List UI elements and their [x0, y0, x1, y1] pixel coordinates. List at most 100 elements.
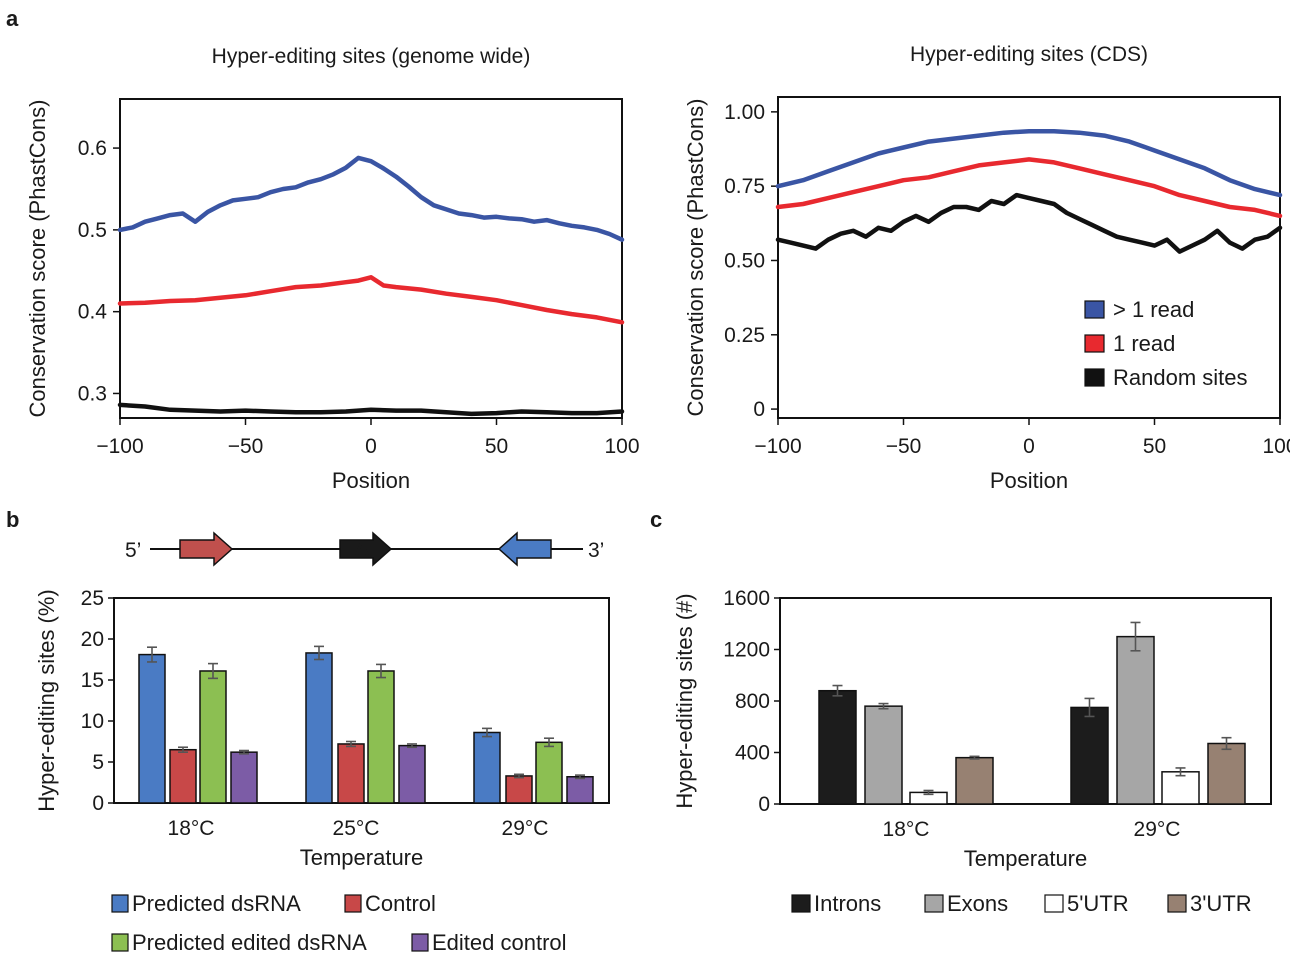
bar — [1207, 742, 1246, 805]
legend-label: Introns — [814, 891, 881, 916]
y-tick-label: 1600 — [723, 587, 770, 610]
y-axis-label: Conservation score (PhastCons) — [683, 99, 708, 417]
x-axis-label: Temperature — [300, 845, 424, 870]
x-tick-label: 50 — [1143, 435, 1166, 458]
plot-frame — [119, 98, 623, 419]
category-label: 29°C — [1134, 818, 1181, 841]
y-tick-label: 0.3 — [78, 382, 107, 405]
legend-label: 5'UTR — [1067, 891, 1129, 916]
legend-label: Edited control — [432, 930, 567, 953]
x-tick-label: 0 — [365, 435, 377, 458]
x-tick-label: 50 — [485, 435, 508, 458]
legend-label: Exons — [947, 891, 1008, 916]
y-tick-label: 400 — [735, 742, 770, 765]
legend-label: Control — [365, 891, 436, 916]
y-axis-label: Hyper-editing sites (%) — [34, 589, 59, 812]
bar — [367, 670, 395, 804]
legend-swatch — [111, 894, 129, 913]
x-tick-label: −50 — [886, 435, 922, 458]
bar — [1161, 771, 1200, 805]
bar — [337, 743, 365, 804]
panel-letter-b: b — [6, 507, 19, 532]
x-tick-label: −100 — [96, 435, 143, 458]
bar — [199, 670, 227, 804]
category-label: 25°C — [333, 817, 380, 840]
legend-swatch — [111, 933, 129, 952]
y-tick-label: 0.25 — [724, 324, 765, 347]
bar — [230, 751, 258, 804]
y-tick-label: 0 — [753, 398, 765, 421]
blue-arrow — [497, 531, 552, 567]
series-line-1-read — [775, 157, 1283, 219]
dsrna-schematic: 5’ 3’ A — [125, 531, 604, 567]
legend-label: 1 read — [1113, 331, 1175, 356]
bar — [864, 705, 903, 805]
legend-swatch — [791, 894, 811, 913]
legend-label: > 1 read — [1113, 297, 1194, 322]
black-arrow — [339, 531, 393, 567]
bar — [305, 652, 333, 804]
bar — [566, 776, 594, 804]
series-line-1 — [117, 275, 625, 325]
five-prime-label: 5’ — [125, 539, 141, 562]
x-tick-label: −50 — [228, 435, 264, 458]
y-tick-label: 15 — [81, 669, 104, 692]
legend-label: Random sites — [1113, 365, 1248, 390]
y-axis-label: Hyper-editing sites (#) — [672, 593, 697, 808]
bar — [505, 775, 533, 804]
chart-a-cds: Hyper-editing sites (CDS) −100 −50 0 50 100 0 0… — [683, 43, 1290, 493]
panel-letter-a: a — [6, 6, 19, 31]
x-axis-label: Temperature — [964, 846, 1088, 871]
bar — [955, 756, 994, 805]
y-tick-label: 0 — [758, 793, 770, 816]
bar — [398, 744, 426, 804]
y-axis-label: Conservation score (PhastCons) — [25, 100, 50, 418]
y-tick-label: 20 — [81, 628, 104, 651]
bar — [1116, 635, 1155, 805]
legend-swatch — [1044, 894, 1064, 913]
x-axis-label: Position — [332, 468, 410, 493]
chart-b-temperature-percent: 0 5 10 15 20 25 18°C 25°C 29°C Temperature Hyper-e… — [34, 587, 610, 953]
series-line-0 — [117, 155, 625, 242]
chart-a-genome-wide: Hyper-editing sites (genome wide) −100 −50… — [25, 45, 640, 493]
y-tick-label: 0.5 — [78, 219, 107, 242]
x-axis-label: Position — [990, 468, 1068, 493]
category-label: 29°C — [502, 817, 549, 840]
y-tick-label: 5 — [92, 751, 104, 774]
y-tick-label: 10 — [81, 710, 104, 733]
legend-swatch — [1084, 368, 1105, 387]
x-tick-label: 100 — [604, 435, 639, 458]
y-tick-label: 0.4 — [78, 301, 108, 324]
legend-swatch — [411, 933, 429, 952]
red-arrow — [179, 531, 234, 567]
category-label: 18°C — [883, 818, 930, 841]
bar — [473, 731, 501, 804]
y-tick-label: 800 — [735, 690, 770, 713]
chart-title: Hyper-editing sites (genome wide) — [212, 45, 531, 68]
y-tick-label: 25 — [81, 587, 104, 610]
bar — [818, 689, 857, 805]
bar — [169, 748, 197, 804]
bar — [1070, 706, 1109, 805]
y-tick-label: 0.75 — [724, 175, 765, 198]
y-tick-label: 0.6 — [78, 137, 107, 160]
x-tick-label: 100 — [1262, 435, 1290, 458]
series-line-1-read — [775, 128, 1283, 198]
y-tick-label: 0 — [92, 792, 104, 815]
adenosine-label: A — [354, 538, 369, 561]
chart-c-temperature-counts: 0 400 800 1200 1600 18°C 29°C Temperature Hyper-… — [672, 587, 1272, 916]
legend-label: 3'UTR — [1190, 891, 1252, 916]
legend-swatch — [344, 894, 362, 913]
legend-label: Predicted dsRNA — [132, 891, 301, 916]
series-line-2 — [117, 402, 625, 417]
legend-swatch — [924, 894, 944, 913]
x-tick-label: −100 — [754, 435, 801, 458]
y-tick-label: 1.00 — [724, 101, 765, 124]
legend-swatch — [1084, 334, 1105, 353]
chart-title: Hyper-editing sites (CDS) — [910, 43, 1148, 66]
panel-letter-c: c — [650, 507, 662, 532]
series-line-random-sites — [775, 192, 1283, 254]
x-tick-label: 0 — [1023, 435, 1035, 458]
y-tick-label: 1200 — [723, 639, 770, 662]
